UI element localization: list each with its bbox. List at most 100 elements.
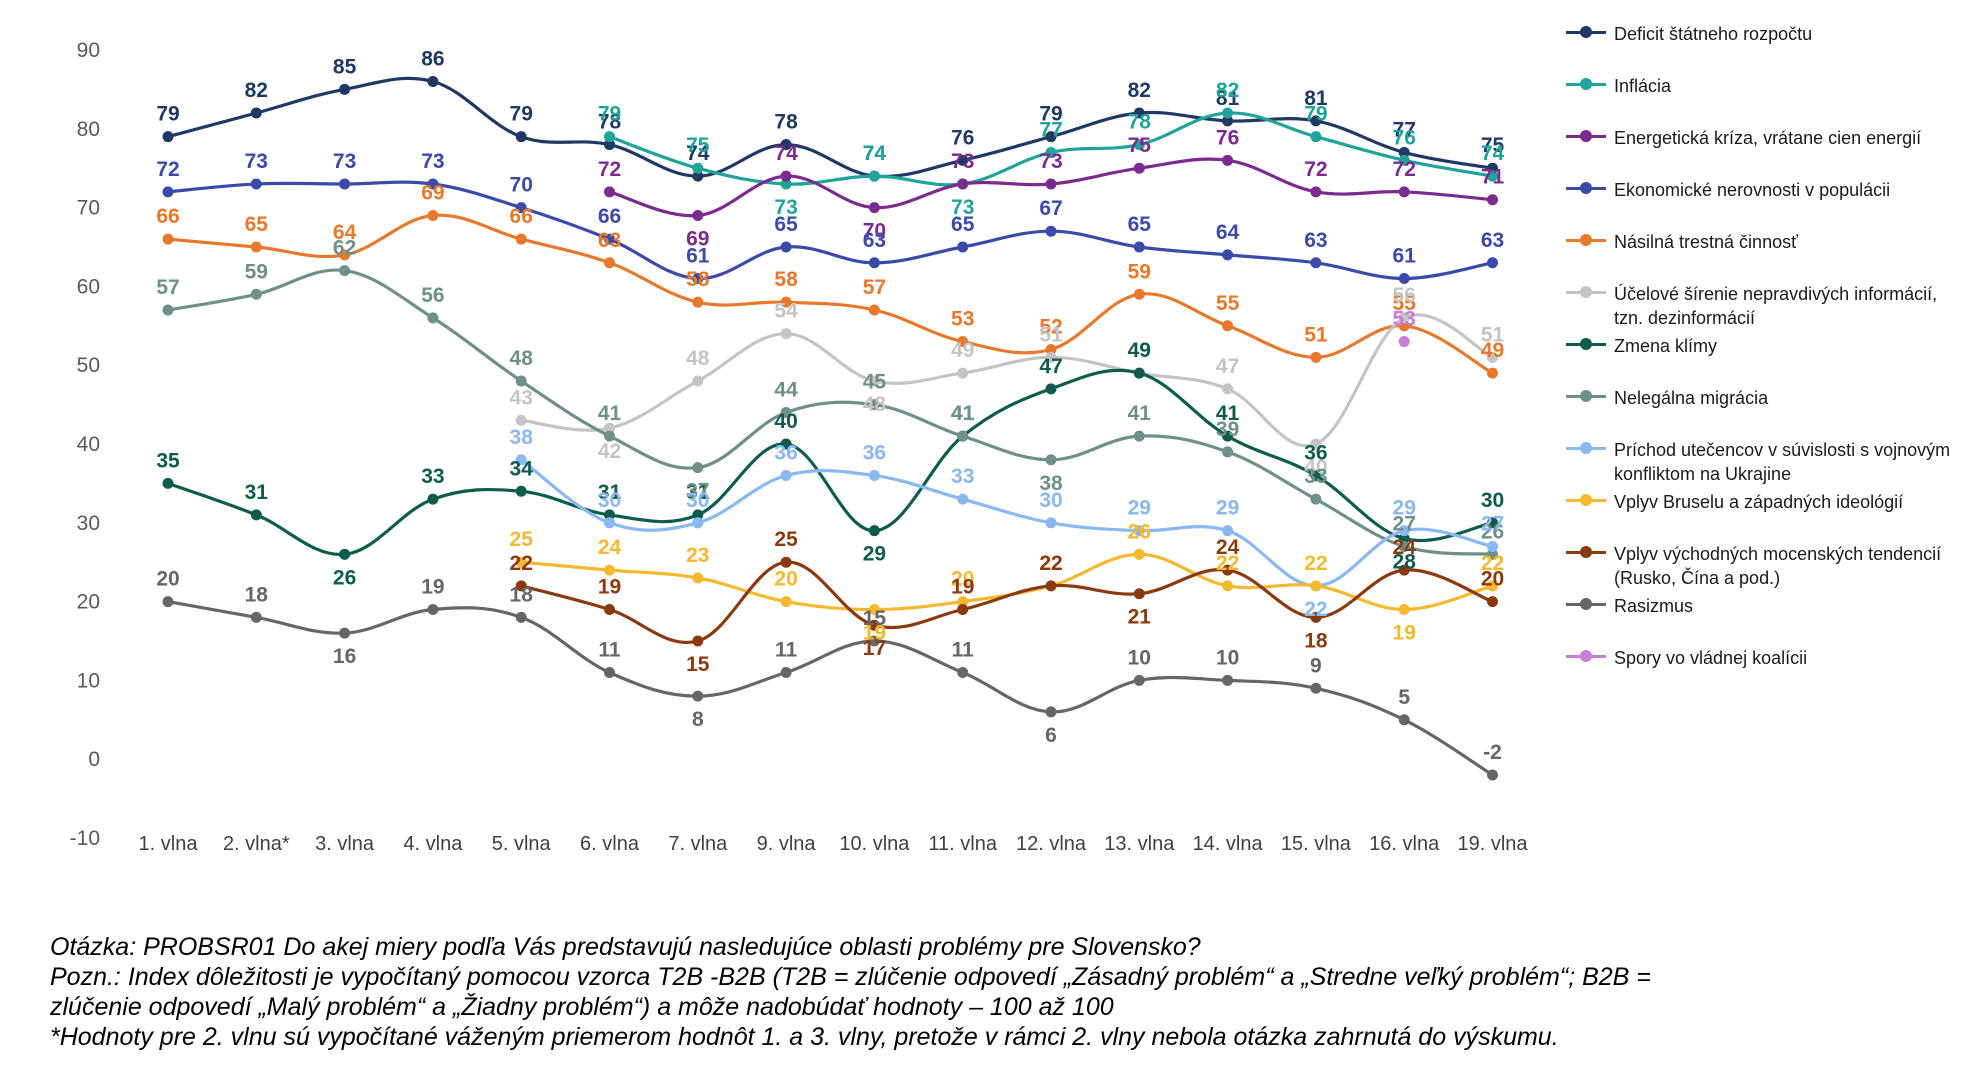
data-point-energeticka-kriza-vratane-cien-energii [1398, 186, 1410, 198]
data-point-vplyv-vychodnych-mocenskych-tendencii-rusko-cina-a-pod [1398, 564, 1410, 576]
data-label-zmena-klimy: 30 [1481, 489, 1504, 512]
data-label-deficit-statneho-rozpoctu: 85 [333, 55, 357, 78]
data-point-deficit-statneho-rozpoctu [604, 139, 615, 151]
legend-swatch [1566, 282, 1606, 302]
data-point-rasizmus [957, 667, 969, 679]
data-label-zmena-klimy: 29 [863, 543, 886, 566]
data-label-nelegalna-migracia: 56 [421, 284, 444, 307]
legend-item-ekonomicke-nerovnosti-v-populacii: Ekonomické nerovnosti v populácii [1566, 178, 1954, 202]
data-point-nelegalna-migracia [604, 430, 615, 442]
data-label-energeticka-kriza-vratane-cien-energii: 74 [774, 142, 798, 165]
data-label-zmena-klimy: 49 [1128, 339, 1151, 362]
data-point-ucelove-sirenie-nepravdivych-informacii-tzn-dezinformacii [692, 375, 704, 387]
data-label-energeticka-kriza-vratane-cien-energii: 72 [1304, 158, 1327, 181]
data-label-nelegalna-migracia: 33 [1304, 465, 1327, 488]
note-question: Otázka: PROBSR01 Do akej miery podľa Vás… [50, 933, 1201, 961]
data-label-vplyv-vychodnych-mocenskych-tendencii-rusko-cina-a-pod: 21 [1128, 606, 1152, 629]
data-label-ekonomicke-nerovnosti-v-populacii: 65 [951, 213, 975, 236]
data-point-deficit-statneho-rozpoctu [1310, 115, 1322, 127]
data-point-prichod-utecencov-v-suvislosti-s-vojnovym-konfliktom-na-ukrajine [1222, 525, 1234, 537]
legend-item-inflacia: Inflácia [1566, 74, 1954, 98]
data-point-nelegalna-migracia [1487, 548, 1498, 560]
data-label-zmena-klimy: 40 [774, 410, 797, 433]
series-line-vplyv-bruselu-a-zapadnych-ideologii [519, 552, 1495, 612]
data-label-vplyv-bruselu-a-zapadnych-ideologii: 20 [774, 568, 797, 591]
data-label-inflacia: 73 [774, 196, 797, 219]
legend-label: Vplyv Bruselu a západných ideológií [1614, 492, 1904, 512]
data-point-deficit-statneho-rozpoctu [1222, 115, 1234, 127]
data-label-nasilna-trestna-cinnost: 49 [1481, 339, 1504, 362]
data-point-nelegalna-migracia [1398, 540, 1410, 552]
data-point-zmena-klimy [604, 509, 615, 521]
data-point-nelegalna-migracia [427, 312, 439, 324]
data-label-nelegalna-migracia: 62 [333, 237, 356, 260]
data-point-vplyv-bruselu-a-zapadnych-ideologii [868, 603, 880, 615]
data-label-rasizmus: 11 [775, 639, 798, 662]
data-point-prichod-utecencov-v-suvislosti-s-vojnovym-konfliktom-na-ukrajine [1487, 540, 1498, 552]
data-point-energeticka-kriza-vratane-cien-energii [868, 202, 880, 214]
data-point-inflacia [1487, 170, 1498, 182]
data-point-vplyv-bruselu-a-zapadnych-ideologii [515, 556, 527, 568]
data-point-ekonomicke-nerovnosti-v-populacii [427, 178, 439, 190]
data-point-rasizmus [427, 603, 439, 615]
data-label-nasilna-trestna-cinnost: 63 [598, 229, 621, 252]
data-label-ekonomicke-nerovnosti-v-populacii: 65 [774, 213, 798, 236]
data-point-nelegalna-migracia [1133, 430, 1145, 442]
data-point-inflacia [1398, 154, 1410, 166]
data-label-vplyv-bruselu-a-zapadnych-ideologii: 25 [510, 528, 534, 551]
data-label-vplyv-bruselu-a-zapadnych-ideologii: 23 [686, 544, 709, 567]
data-point-prichod-utecencov-v-suvislosti-s-vojnovym-konfliktom-na-ukrajine [780, 470, 792, 482]
data-label-ekonomicke-nerovnosti-v-populacii: 73 [333, 150, 356, 173]
data-label-vplyv-vychodnych-mocenskych-tendencii-rusko-cina-a-pod: 22 [1039, 552, 1062, 575]
legend-swatch [1566, 646, 1606, 666]
data-label-zmena-klimy: 35 [156, 449, 180, 472]
data-point-zmena-klimy [780, 438, 792, 450]
data-label-inflacia: 73 [951, 196, 974, 219]
data-label-prichod-utecencov-v-suvislosti-s-vojnovym-konfliktom-na-ukrajine: 36 [774, 442, 797, 465]
data-label-rasizmus: 11 [598, 639, 621, 662]
data-label-vplyv-bruselu-a-zapadnych-ideologii: 22 [1039, 552, 1062, 575]
series-line-nasilna-trestna-cinnost [166, 213, 1495, 375]
data-label-zmena-klimy: 26 [333, 566, 356, 589]
data-label-nasilna-trestna-cinnost: 64 [333, 221, 357, 244]
data-point-vplyv-vychodnych-mocenskych-tendencii-rusko-cina-a-pod [1310, 611, 1322, 623]
data-label-rasizmus: 18 [245, 583, 269, 606]
data-label-rasizmus: 20 [156, 568, 179, 591]
data-point-zmena-klimy [1045, 383, 1057, 395]
data-label-zmena-klimy: 28 [1393, 551, 1417, 574]
data-point-vplyv-bruselu-a-zapadnych-ideologii [1133, 548, 1145, 560]
legend-label: Účelové šírenie nepravdivých informácií,… [1614, 284, 1938, 328]
legend-label: Ekonomické nerovnosti v populácii [1614, 180, 1891, 200]
data-label-vplyv-vychodnych-mocenskych-tendencii-rusko-cina-a-pod: 15 [686, 653, 710, 676]
data-label-ekonomicke-nerovnosti-v-populacii: 66 [598, 205, 621, 228]
x-tick-label: 2. vlna* [223, 833, 290, 855]
legend-label: Príchod utečencov v súvislosti s vojnový… [1614, 440, 1951, 484]
y-tick-label: 70 [77, 197, 100, 220]
x-tick-label: 16. vlna [1369, 833, 1440, 855]
data-label-vplyv-bruselu-a-zapadnych-ideologii: 26 [1128, 520, 1151, 543]
data-point-deficit-statneho-rozpoctu [780, 139, 792, 151]
data-label-inflacia: 82 [1216, 79, 1239, 102]
data-point-ucelove-sirenie-nepravdivych-informacii-tzn-dezinformacii [515, 414, 527, 426]
data-point-deficit-statneho-rozpoctu [250, 107, 262, 119]
data-label-vplyv-vychodnych-mocenskych-tendencii-rusko-cina-a-pod: 22 [510, 552, 533, 575]
data-point-ekonomicke-nerovnosti-v-populacii [339, 178, 351, 190]
data-label-nelegalna-migracia: 57 [156, 276, 179, 299]
data-point-nelegalna-migracia [250, 288, 262, 300]
legend-swatch [1566, 74, 1606, 94]
data-label-deficit-statneho-rozpoctu: 79 [510, 103, 533, 126]
data-label-prichod-utecencov-v-suvislosti-s-vojnovym-konfliktom-na-ukrajine: 30 [1039, 489, 1062, 512]
data-point-rasizmus [1310, 682, 1322, 694]
data-point-zmena-klimy [692, 509, 704, 521]
data-point-deficit-statneho-rozpoctu [1487, 162, 1498, 174]
data-point-deficit-statneho-rozpoctu [692, 170, 704, 182]
series-line-ucelove-sirenie-nepravdivych-informacii-tzn-dezinformacii [519, 313, 1495, 448]
legend-swatch [1566, 542, 1606, 562]
data-label-deficit-statneho-rozpoctu: 82 [245, 79, 268, 102]
data-label-energeticka-kriza-vratane-cien-energii: 72 [1393, 158, 1416, 181]
data-label-deficit-statneho-rozpoctu: 78 [774, 111, 798, 134]
data-point-zmena-klimy [1398, 533, 1410, 545]
data-point-nelegalna-migracia [339, 265, 351, 277]
data-point-energeticka-kriza-vratane-cien-energii [780, 170, 792, 182]
data-point-prichod-utecencov-v-suvislosti-s-vojnovym-konfliktom-na-ukrajine [692, 517, 704, 529]
